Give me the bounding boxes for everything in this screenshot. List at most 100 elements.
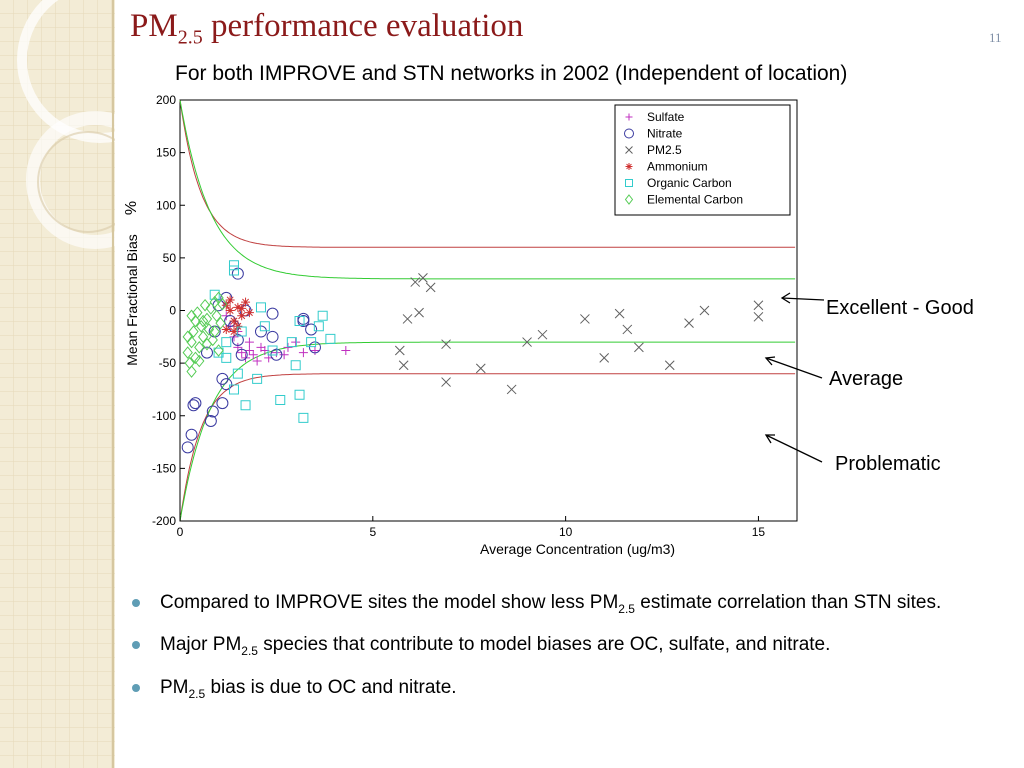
data-point (286, 337, 297, 348)
data-point (225, 295, 235, 305)
data-point (305, 323, 318, 336)
bullet-dot (132, 599, 140, 607)
bullet-dot (132, 683, 140, 692)
data-point (186, 365, 197, 378)
data-point (624, 194, 634, 205)
data-point (213, 344, 224, 357)
data-point (186, 309, 197, 323)
legend-label: Elemental Carbon (647, 193, 743, 207)
data-point (182, 346, 193, 359)
data-point (211, 309, 222, 323)
data-point (235, 348, 248, 361)
data-point (398, 360, 409, 371)
data-point (699, 305, 710, 316)
criteria-curve-upper (179, 99, 796, 280)
legend-entry: Organic Carbon (625, 176, 732, 190)
data-point (267, 345, 278, 356)
bullet-subscript: 2.5 (241, 644, 258, 659)
x-axis-label: Average Concentration (ug/m3) (480, 541, 675, 557)
data-point (425, 282, 436, 293)
legend-entry: Ammonium (625, 160, 708, 174)
data-point (306, 337, 317, 348)
series-organic-carbon (209, 260, 336, 423)
data-point (580, 314, 590, 324)
data-point (201, 337, 213, 351)
data-point (290, 360, 301, 371)
bullet-text: PM (160, 676, 189, 698)
data-point (294, 316, 305, 327)
y-axis-label: Mean Fractional Bias (124, 234, 140, 366)
y-tick-label: -200 (152, 514, 176, 528)
data-point (225, 306, 235, 315)
data-point (221, 337, 232, 348)
data-point (231, 267, 244, 280)
y-tick-label: 200 (156, 93, 176, 107)
data-point (625, 146, 633, 154)
data-point (248, 350, 258, 360)
criteria-curve-lower (179, 341, 796, 522)
data-point (259, 321, 270, 332)
data-point (254, 325, 267, 338)
legend-entry: Nitrate (624, 127, 683, 141)
data-point (186, 335, 197, 349)
data-point (634, 342, 644, 353)
data-point (418, 273, 428, 283)
data-point (229, 327, 239, 337)
x-tick-label: 10 (559, 525, 573, 539)
data-point (298, 348, 308, 358)
data-point (244, 345, 254, 355)
data-point (624, 128, 634, 139)
y-tick-label: -100 (152, 409, 176, 423)
data-point (279, 350, 289, 360)
data-point (522, 337, 532, 347)
data-point (233, 321, 243, 331)
data-point (622, 324, 633, 335)
data-point (240, 400, 251, 411)
data-point (213, 347, 224, 358)
bullet-text: Compared to IMPROVE sites the model show… (160, 592, 619, 613)
data-point (190, 314, 201, 328)
data-point (325, 333, 336, 344)
bullet-item: Compared to IMPROVE sites the model show… (130, 588, 1015, 618)
data-point (310, 345, 320, 355)
bias-scatter-chart: 0 5 10 15 200 150 100 50 0 -50 -100 -150 -200 Average… (123, 93, 798, 557)
slide-title: PM2.5 performance evaluation (130, 8, 523, 50)
data-point (308, 341, 321, 354)
series-elemental-carbon (182, 291, 228, 378)
data-point (200, 346, 213, 359)
data-point (241, 353, 251, 363)
data-point (199, 298, 211, 312)
data-point (206, 405, 219, 418)
data-point (441, 377, 451, 387)
data-point (313, 321, 324, 332)
y-tick-label: 0 (169, 304, 176, 318)
data-point (194, 341, 205, 354)
data-point (244, 308, 254, 318)
data-point (203, 323, 215, 336)
data-point (209, 289, 220, 300)
data-point (684, 318, 694, 328)
title-subscript: 2.5 (177, 26, 203, 49)
data-point (753, 311, 764, 322)
data-point (189, 397, 202, 410)
data-point (228, 265, 239, 276)
title-rest: performance evaluation (202, 8, 524, 44)
x-tick-label: 5 (369, 525, 376, 539)
data-point (236, 326, 247, 337)
data-point (188, 325, 199, 338)
data-point (197, 314, 209, 328)
data-point (341, 345, 351, 355)
data-point (664, 360, 675, 371)
data-point (414, 307, 424, 318)
data-point (252, 356, 262, 366)
data-point (241, 297, 251, 307)
data-point (410, 277, 421, 287)
x-tick-label: 15 (752, 525, 766, 539)
decorative-sidebar (0, 0, 115, 768)
bullet-item: PM2.5 bias is due to OC and nitrate. (130, 673, 1015, 703)
annotation-problematic: Problematic (835, 453, 941, 475)
legend-entry: PM2.5 (625, 143, 682, 157)
data-point (232, 368, 243, 379)
legend-entry: Sulfate (625, 110, 685, 124)
data-point (753, 300, 764, 311)
